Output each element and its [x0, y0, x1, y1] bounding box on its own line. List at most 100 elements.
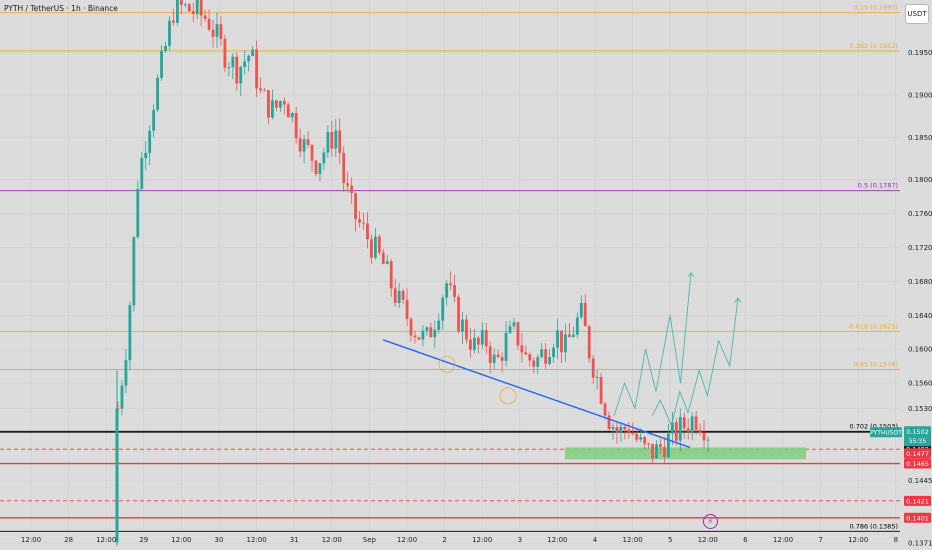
candlestick — [255, 40, 258, 98]
time-tick: 12:00 — [623, 536, 643, 544]
candlestick — [417, 336, 421, 341]
candle-body — [243, 61, 247, 67]
candle-body — [659, 444, 662, 447]
candle-body — [322, 152, 326, 164]
candle-body — [318, 163, 322, 174]
candle-body — [342, 152, 346, 184]
candle-body — [128, 305, 132, 361]
candlestick — [627, 421, 631, 439]
candlestick — [615, 420, 619, 444]
candlestick — [591, 355, 595, 384]
candlestick — [286, 102, 290, 118]
candle-body — [690, 416, 694, 433]
price-tick: 0.1371 — [908, 540, 932, 548]
candle-body — [183, 4, 187, 6]
candle-body — [373, 236, 377, 258]
candle-body — [401, 290, 405, 300]
candle-body — [278, 101, 282, 108]
candle-body — [568, 334, 571, 338]
time-tick: 8 — [894, 536, 898, 544]
candlestick — [409, 316, 413, 342]
candle-body — [528, 354, 532, 361]
candlestick — [433, 320, 437, 349]
candlestick — [425, 325, 429, 336]
candle-body — [168, 20, 171, 46]
candlestick — [160, 45, 163, 81]
candlestick — [330, 120, 334, 157]
candle-body — [136, 188, 140, 238]
candle-body — [239, 66, 243, 84]
candlestick — [623, 423, 627, 440]
candlestick — [175, 0, 179, 26]
candlestick — [128, 301, 132, 371]
currency-button[interactable]: USDT — [905, 4, 929, 24]
candle-body — [520, 345, 524, 353]
candle-body — [421, 330, 425, 340]
candle-body — [548, 357, 552, 364]
candle-body — [132, 237, 136, 306]
candlestick — [552, 343, 555, 363]
candle-body — [682, 417, 686, 429]
candlestick — [670, 412, 674, 446]
candle-body — [508, 326, 512, 333]
candlestick — [393, 278, 397, 307]
candlestick — [568, 322, 571, 338]
candlestick — [405, 288, 409, 327]
candlestick — [449, 271, 453, 290]
candlestick — [251, 46, 255, 57]
candle-body — [381, 252, 385, 264]
candlestick — [326, 125, 330, 158]
countdown-text: 55:35 — [909, 438, 926, 445]
candlestick — [187, 3, 191, 12]
candlestick — [453, 274, 456, 303]
candlestick — [362, 212, 365, 230]
candle-body — [207, 18, 211, 30]
candlestick — [318, 162, 322, 182]
candlestick — [271, 89, 274, 120]
candle-body — [425, 327, 429, 331]
candle-body — [144, 152, 148, 159]
candle-body — [611, 427, 615, 430]
candlestick — [231, 53, 235, 80]
candlestick — [674, 418, 678, 446]
candle-body — [496, 354, 500, 358]
candlestick — [595, 370, 599, 390]
candlestick — [631, 422, 635, 436]
candle-body — [409, 318, 413, 336]
candle-body — [115, 408, 119, 543]
candle-body — [282, 101, 286, 105]
lightning-icon[interactable]: ⚡ — [703, 514, 718, 529]
projection-paths — [613, 272, 742, 427]
candle-body — [140, 158, 144, 189]
touch-circles — [438, 356, 517, 405]
price-tag — [904, 448, 931, 459]
candle-body — [595, 377, 599, 379]
time-axis[interactable]: 12:00 28 12:00 29 12:00 30 12:00 31 12:00 Sep 12:0… — [21, 536, 898, 544]
candlestick — [413, 330, 417, 344]
candle-body — [227, 67, 231, 69]
candle-body — [330, 131, 334, 149]
time-tick: 12:00 — [21, 536, 41, 544]
candlestick — [140, 151, 144, 192]
candle-body — [678, 417, 682, 441]
candle-body — [203, 15, 207, 19]
price-tag-text: 0.1401 — [906, 514, 929, 522]
candlesticks — [115, 0, 710, 546]
candlestick — [381, 248, 385, 265]
candle-body — [350, 185, 354, 194]
candle-body — [377, 236, 381, 253]
candlestick — [168, 16, 171, 51]
candle-body — [199, 0, 203, 16]
candlestick — [278, 100, 282, 113]
candle-body — [453, 285, 456, 297]
candlestick — [132, 236, 136, 312]
time-tick: 6 — [743, 536, 748, 544]
candlestick — [235, 52, 239, 91]
candlestick — [528, 352, 532, 367]
price-tick: 0.1640 — [908, 312, 932, 320]
candlestick — [314, 159, 318, 177]
candle-body — [338, 130, 342, 153]
candle-body — [302, 139, 306, 152]
candlestick — [496, 349, 500, 359]
